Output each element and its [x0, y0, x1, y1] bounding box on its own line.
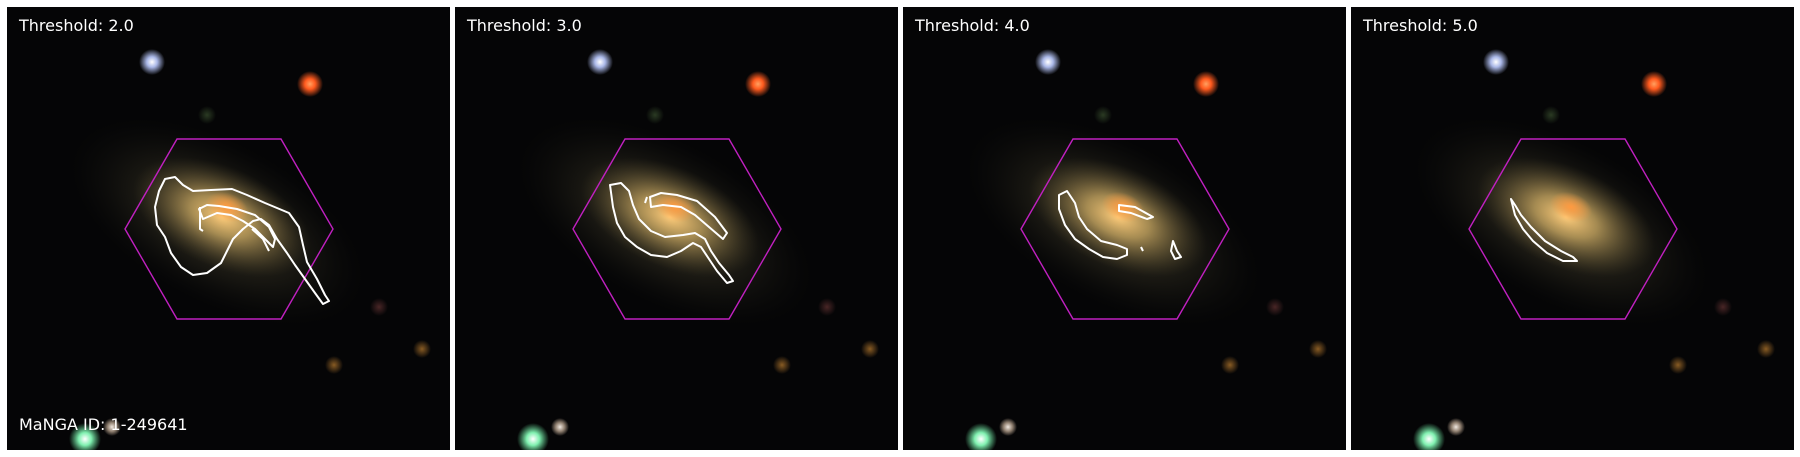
- threshold-panel-3: Threshold: 3.0: [455, 7, 898, 450]
- threshold-label: Threshold: 5.0: [1363, 16, 1478, 35]
- galaxy-id-label: MaNGA ID: 1-249641: [19, 415, 188, 434]
- contour-lines: [609, 182, 734, 284]
- threshold-panel-5: Threshold: 5.0: [1351, 7, 1794, 450]
- galaxy-image: [1381, 48, 1776, 450]
- galaxy-image: [933, 48, 1328, 450]
- contour-lines: [1058, 190, 1182, 260]
- threshold-panel-4: Threshold: 4.0: [903, 7, 1346, 450]
- galaxy-image: [37, 48, 432, 450]
- galaxy-image: [485, 48, 880, 450]
- contour-lines: [1510, 198, 1578, 262]
- threshold-label: Threshold: 3.0: [467, 16, 582, 35]
- threshold-panel-2: Threshold: 2.0 MaNGA ID: 1-249641: [7, 7, 450, 450]
- contour-lines: [154, 176, 330, 305]
- threshold-label: Threshold: 4.0: [915, 16, 1030, 35]
- threshold-label: Threshold: 2.0: [19, 16, 134, 35]
